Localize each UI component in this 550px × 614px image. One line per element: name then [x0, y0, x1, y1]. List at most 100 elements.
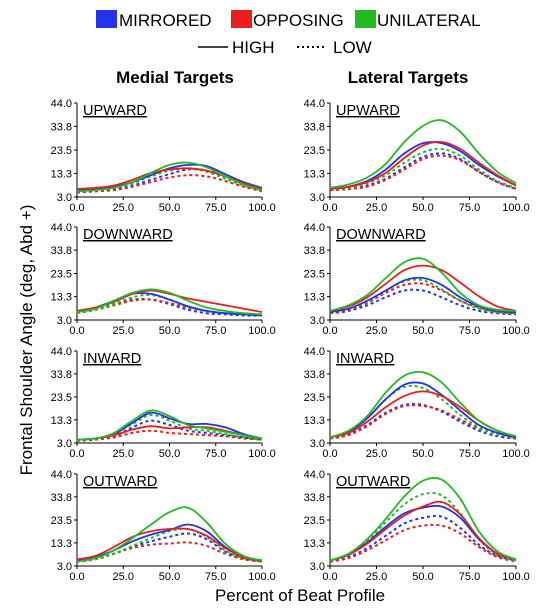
x-tick-label: 100.0: [248, 325, 276, 337]
y-tick-label: 44.0: [304, 346, 325, 358]
x-tick-label: 25.0: [366, 448, 387, 460]
x-tick-label: 75.0: [459, 325, 480, 337]
series-line-mirrored-low: [329, 402, 517, 440]
x-tick-label: 50.0: [412, 448, 433, 460]
y-tick-label: 13.3: [304, 415, 325, 427]
y-tick-label: 44.0: [304, 222, 325, 234]
x-tick-label: 100.0: [248, 202, 276, 214]
legend-label-low: LOW: [333, 38, 372, 57]
x-tick-label: 100.0: [248, 571, 276, 583]
panel-title: DOWNWARD: [336, 227, 426, 243]
panels-container: 3.0 13.3 23.5 33.8 44.0 0.0 25.0 50.0 75.0 100.0 U…: [51, 98, 530, 583]
y-tick-label: 3.0: [57, 438, 72, 450]
x-tick-label: 50.0: [159, 571, 180, 583]
y-tick-label: 3.0: [310, 561, 325, 573]
panel-medial-upward: 3.0 13.3 23.5 33.8 44.0 0.0 25.0 50.0 75.0 100.0 U…: [51, 98, 276, 214]
series-line-opposing-low: [76, 429, 263, 442]
y-tick-label: 13.3: [51, 168, 72, 180]
series-line-unilateral-high: [329, 119, 517, 189]
panel-lateral-upward: 3.0 13.3 23.5 33.8 44.0 0.0 25.0 50.0 75.0 100.0 U…: [304, 98, 530, 214]
y-tick-label: 23.5: [51, 269, 72, 281]
y-axis-label: Frontal Shoulder Angle (deg, Abd +): [17, 205, 36, 476]
x-tick-label: 0.0: [69, 202, 84, 214]
x-tick-label: 100.0: [502, 448, 530, 460]
series-line-unilateral-high: [329, 476, 517, 562]
y-tick-label: 13.3: [51, 292, 72, 304]
y-tick-label: 33.8: [304, 121, 325, 133]
series-line-opposing-high: [76, 527, 263, 562]
y-tick-label: 33.8: [51, 121, 72, 133]
series-line-opposing-low: [329, 154, 517, 192]
series-line-mirrored-high: [76, 163, 263, 191]
y-tick-label: 13.3: [304, 168, 325, 180]
x-tick-label: 50.0: [159, 448, 180, 460]
series-line-unilateral-low: [76, 527, 263, 563]
y-tick-label: 33.8: [304, 245, 325, 257]
series-line-opposing-low: [76, 174, 263, 194]
x-tick-label: 25.0: [366, 325, 387, 337]
y-tick-label: 44.0: [51, 469, 72, 481]
x-tick-label: 50.0: [412, 202, 433, 214]
panel-lateral-inward: 3.0 13.3 23.5 33.8 44.0 0.0 25.0 50.0 75.0 100.0 I…: [304, 346, 530, 460]
panel-title: OUTWARD: [336, 474, 410, 490]
x-tick-label: 25.0: [366, 202, 387, 214]
x-tick-label: 100.0: [502, 202, 530, 214]
panel-medial-outward: 3.0 13.3 23.5 33.8 44.0 0.0 25.0 50.0 75.0 100.0 O…: [51, 469, 276, 583]
y-tick-label: 3.0: [57, 192, 72, 204]
series-line-mirrored-high: [329, 381, 517, 439]
y-tick-label: 44.0: [304, 469, 325, 481]
panel-title: INWARD: [83, 351, 141, 367]
x-tick-label: 75.0: [459, 571, 480, 583]
y-tick-label: 33.8: [51, 492, 72, 504]
y-tick-label: 3.0: [310, 438, 325, 450]
panel-title: UPWARD: [336, 103, 400, 119]
legend-swatch-opposing: [231, 10, 252, 28]
y-tick-label: 3.0: [57, 315, 72, 327]
y-tick-label: 44.0: [51, 222, 72, 234]
legend-label-high: HIGH: [232, 38, 275, 57]
panel-title: DOWNWARD: [83, 227, 173, 243]
y-tick-label: 33.8: [51, 245, 72, 257]
y-tick-label: 23.5: [51, 145, 72, 157]
y-tick-label: 33.8: [304, 492, 325, 504]
y-tick-label: 23.5: [51, 515, 72, 527]
column-title-medial: Medial Targets: [116, 68, 234, 87]
y-tick-label: 13.3: [304, 292, 325, 304]
y-tick-label: 23.5: [304, 515, 325, 527]
series-line-opposing-low: [329, 404, 517, 440]
panel-lateral-outward: 3.0 13.3 23.5 33.8 44.0 0.0 25.0 50.0 75.0 100.0 O…: [304, 469, 530, 583]
series-line-opposing-high: [329, 500, 517, 562]
x-tick-label: 0.0: [322, 325, 337, 337]
x-tick-label: 0.0: [69, 325, 84, 337]
x-tick-label: 75.0: [205, 448, 226, 460]
series-line-mirrored-high: [329, 276, 517, 313]
series-line-unilateral-low: [329, 278, 517, 315]
series-line-unilateral-high: [76, 506, 263, 563]
x-tick-label: 0.0: [322, 571, 337, 583]
x-tick-label: 25.0: [113, 325, 134, 337]
series-line-opposing-high: [329, 140, 517, 190]
y-tick-label: 23.5: [304, 145, 325, 157]
series-line-unilateral-high: [329, 257, 517, 312]
x-tick-label: 50.0: [412, 325, 433, 337]
y-tick-label: 13.3: [51, 538, 72, 550]
x-tick-label: 50.0: [159, 202, 180, 214]
y-tick-label: 3.0: [310, 192, 325, 204]
legend-swatch-unilateral: [355, 10, 376, 28]
legend-label-opposing: OPPOSING: [253, 11, 344, 30]
x-tick-label: 25.0: [113, 448, 134, 460]
x-tick-label: 75.0: [459, 202, 480, 214]
series-line-mirrored-low: [329, 288, 517, 316]
series-line-unilateral-low: [329, 147, 517, 190]
panel-medial-inward: 3.0 13.3 23.5 33.8 44.0 0.0 25.0 50.0 75.0 100.0 I…: [51, 346, 276, 460]
series-line-unilateral-high: [76, 161, 263, 193]
x-axis-label: Percent of Beat Profile: [215, 586, 385, 605]
x-tick-label: 100.0: [502, 325, 530, 337]
x-tick-label: 0.0: [69, 448, 84, 460]
series-line-unilateral-high: [76, 409, 263, 441]
legend-label-mirrored: MIRRORED: [119, 11, 212, 30]
y-tick-label: 13.3: [51, 415, 72, 427]
x-tick-label: 50.0: [412, 571, 433, 583]
legend-swatch-mirrored: [96, 10, 117, 28]
